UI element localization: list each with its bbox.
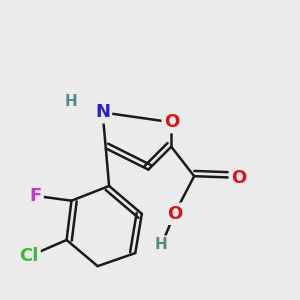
Text: Cl: Cl	[19, 247, 39, 265]
Text: O: O	[167, 205, 182, 223]
Text: O: O	[164, 113, 179, 131]
Text: H: H	[65, 94, 78, 109]
Text: O: O	[231, 169, 246, 187]
Text: N: N	[95, 103, 110, 122]
Text: H: H	[155, 237, 168, 252]
Text: F: F	[29, 187, 42, 205]
